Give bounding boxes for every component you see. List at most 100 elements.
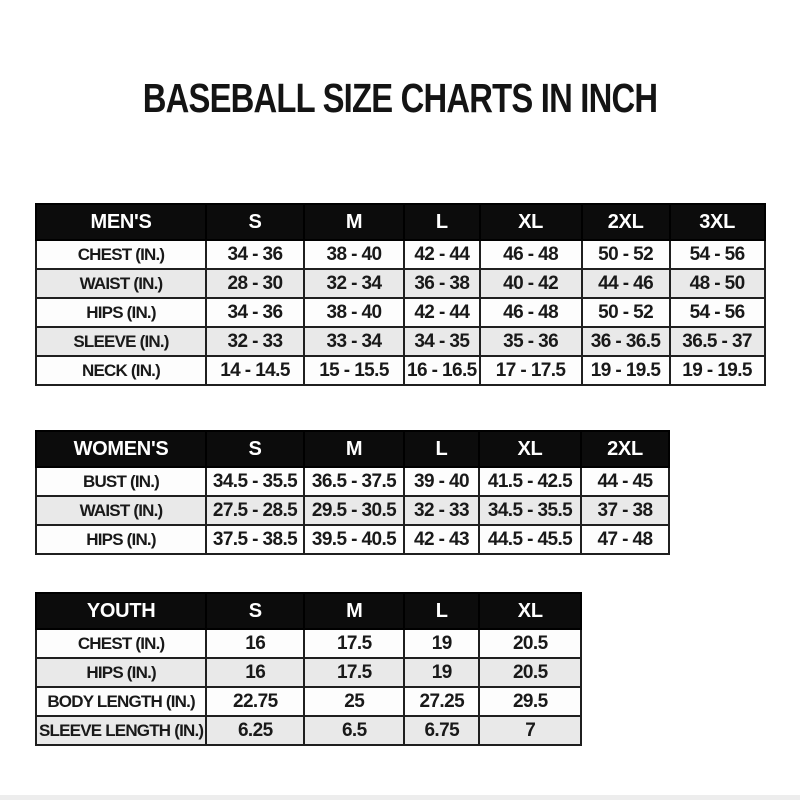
womens-size-table: WOMEN'S S M L XL 2XL BUST (IN.) 34.5 - 35.5 36.5… xyxy=(35,430,670,555)
size-value-cell: 16 - 16.5 xyxy=(403,355,481,386)
size-value-cell: 7 xyxy=(478,715,583,746)
size-value-cell: 54 - 56 xyxy=(668,239,766,270)
size-value-cell: 34.5 - 35.5 xyxy=(478,495,582,526)
size-table-title-cell: WOMEN'S xyxy=(35,430,207,468)
size-value-cell: 46 - 48 xyxy=(478,239,583,270)
measurement-label: SLEEVE LENGTH (IN.) xyxy=(34,715,208,746)
measurement-row: SLEEVE (IN.) 32 - 33 33 - 34 34 - 35 35 - 36… xyxy=(35,326,766,357)
size-value-cell: 29.5 xyxy=(478,686,583,717)
size-value-cell: 50 - 52 xyxy=(580,239,671,270)
size-column-header: S xyxy=(205,430,305,468)
size-value-cell: 34 - 36 xyxy=(205,239,305,270)
size-value-cell: 19 - 19.5 xyxy=(668,355,766,386)
size-column-header: M xyxy=(303,592,406,630)
measurement-label: SLEEVE (IN.) xyxy=(35,326,207,357)
size-column-header: XL xyxy=(478,203,583,241)
size-value-cell: 44 - 46 xyxy=(580,268,671,299)
size-value-cell: 32 - 33 xyxy=(403,495,480,526)
measurement-label: WAIST (IN.) xyxy=(35,268,207,299)
measurement-label: NECK (IN.) xyxy=(35,355,207,386)
size-value-cell: 19 xyxy=(403,628,481,659)
size-value-cell: 6.5 xyxy=(303,715,406,746)
measurement-row: CHEST (IN.) 16 17.5 19 20.5 xyxy=(34,628,583,659)
size-value-cell: 44.5 - 45.5 xyxy=(478,524,582,555)
mens-size-table: MEN'S S M L XL 2XL 3XL CHEST (IN.) 34 - 36 38 - 4… xyxy=(35,203,766,386)
size-value-cell: 16 xyxy=(205,657,306,688)
page-title: BASEBALL SIZE CHARTS IN INCH xyxy=(142,75,658,121)
measurement-label: BUST (IN.) xyxy=(35,466,207,497)
size-value-cell: 37.5 - 38.5 xyxy=(205,524,305,555)
size-column-header: L xyxy=(403,203,481,241)
measurement-label: HIPS (IN.) xyxy=(35,524,207,555)
size-value-cell: 38 - 40 xyxy=(303,297,405,328)
youth-size-table: YOUTH S M L XL CHEST (IN.) 16 17.5 19 20.5 HIPS (I… xyxy=(34,592,583,746)
size-value-cell: 16 xyxy=(205,628,306,659)
measurement-row: BODY LENGTH (IN.) 22.75 25 27.25 29.5 xyxy=(34,686,583,717)
measurement-label: BODY LENGTH (IN.) xyxy=(34,686,208,717)
size-column-header: L xyxy=(403,592,481,630)
size-value-cell: 14 - 14.5 xyxy=(205,355,305,386)
size-value-cell: 34 - 35 xyxy=(403,326,481,357)
size-table-header-row: YOUTH S M L XL xyxy=(34,592,583,630)
size-value-cell: 17.5 xyxy=(303,657,406,688)
size-table-header-row: MEN'S S M L XL 2XL 3XL xyxy=(35,203,766,241)
size-table-title-cell: YOUTH xyxy=(34,592,208,630)
size-column-header: S xyxy=(205,203,305,241)
page-bottom-edge xyxy=(0,795,800,800)
size-value-cell: 32 - 34 xyxy=(303,268,405,299)
size-value-cell: 19 - 19.5 xyxy=(580,355,671,386)
size-value-cell: 41.5 - 42.5 xyxy=(478,466,582,497)
size-value-cell: 39 - 40 xyxy=(403,466,480,497)
size-column-header: S xyxy=(205,592,306,630)
measurement-row: CHEST (IN.) 34 - 36 38 - 40 42 - 44 46 - 48 5… xyxy=(35,239,766,270)
size-column-header: XL xyxy=(478,430,582,468)
size-table-header-row: WOMEN'S S M L XL 2XL xyxy=(35,430,670,468)
measurement-row: HIPS (IN.) 16 17.5 19 20.5 xyxy=(34,657,583,688)
size-value-cell: 17.5 xyxy=(303,628,406,659)
size-column-header: XL xyxy=(478,592,583,630)
size-value-cell: 47 - 48 xyxy=(580,524,670,555)
size-value-cell: 35 - 36 xyxy=(478,326,583,357)
size-value-cell: 33 - 34 xyxy=(303,326,405,357)
size-column-header: 3XL xyxy=(668,203,766,241)
size-value-cell: 37 - 38 xyxy=(580,495,670,526)
size-value-cell: 42 - 44 xyxy=(403,239,481,270)
size-value-cell: 42 - 43 xyxy=(403,524,480,555)
size-value-cell: 27.5 - 28.5 xyxy=(205,495,305,526)
size-value-cell: 38 - 40 xyxy=(303,239,405,270)
measurement-row: BUST (IN.) 34.5 - 35.5 36.5 - 37.5 39 - 40 4… xyxy=(35,466,670,497)
size-value-cell: 46 - 48 xyxy=(478,297,583,328)
size-value-cell: 48 - 50 xyxy=(668,268,766,299)
size-value-cell: 20.5 xyxy=(478,657,583,688)
size-value-cell: 36.5 - 37.5 xyxy=(303,466,405,497)
measurement-row: SLEEVE LENGTH (IN.) 6.25 6.5 6.75 7 xyxy=(34,715,583,746)
size-value-cell: 44 - 45 xyxy=(580,466,670,497)
size-value-cell: 36 - 38 xyxy=(403,268,481,299)
measurement-label: CHEST (IN.) xyxy=(35,239,207,270)
size-value-cell: 54 - 56 xyxy=(668,297,766,328)
measurement-row: HIPS (IN.) 37.5 - 38.5 39.5 - 40.5 42 - 43 4… xyxy=(35,524,670,555)
size-value-cell: 6.75 xyxy=(403,715,481,746)
size-value-cell: 19 xyxy=(403,657,481,688)
size-value-cell: 6.25 xyxy=(205,715,306,746)
measurement-row: HIPS (IN.) 34 - 36 38 - 40 42 - 44 46 - 48 50… xyxy=(35,297,766,328)
size-value-cell: 15 - 15.5 xyxy=(303,355,405,386)
size-column-header: 2XL xyxy=(580,430,670,468)
size-column-header: M xyxy=(303,203,405,241)
measurement-label: HIPS (IN.) xyxy=(34,657,208,688)
size-value-cell: 25 xyxy=(303,686,406,717)
measurement-label: WAIST (IN.) xyxy=(35,495,207,526)
size-value-cell: 20.5 xyxy=(478,628,583,659)
size-value-cell: 34.5 - 35.5 xyxy=(205,466,305,497)
size-value-cell: 50 - 52 xyxy=(580,297,671,328)
size-value-cell: 27.25 xyxy=(403,686,481,717)
size-value-cell: 22.75 xyxy=(205,686,306,717)
measurement-label: HIPS (IN.) xyxy=(35,297,207,328)
size-value-cell: 40 - 42 xyxy=(478,268,583,299)
measurement-row: WAIST (IN.) 28 - 30 32 - 34 36 - 38 40 - 42 4… xyxy=(35,268,766,299)
size-value-cell: 39.5 - 40.5 xyxy=(303,524,405,555)
size-value-cell: 36.5 - 37 xyxy=(668,326,766,357)
size-table-title-cell: MEN'S xyxy=(35,203,207,241)
size-value-cell: 29.5 - 30.5 xyxy=(303,495,405,526)
